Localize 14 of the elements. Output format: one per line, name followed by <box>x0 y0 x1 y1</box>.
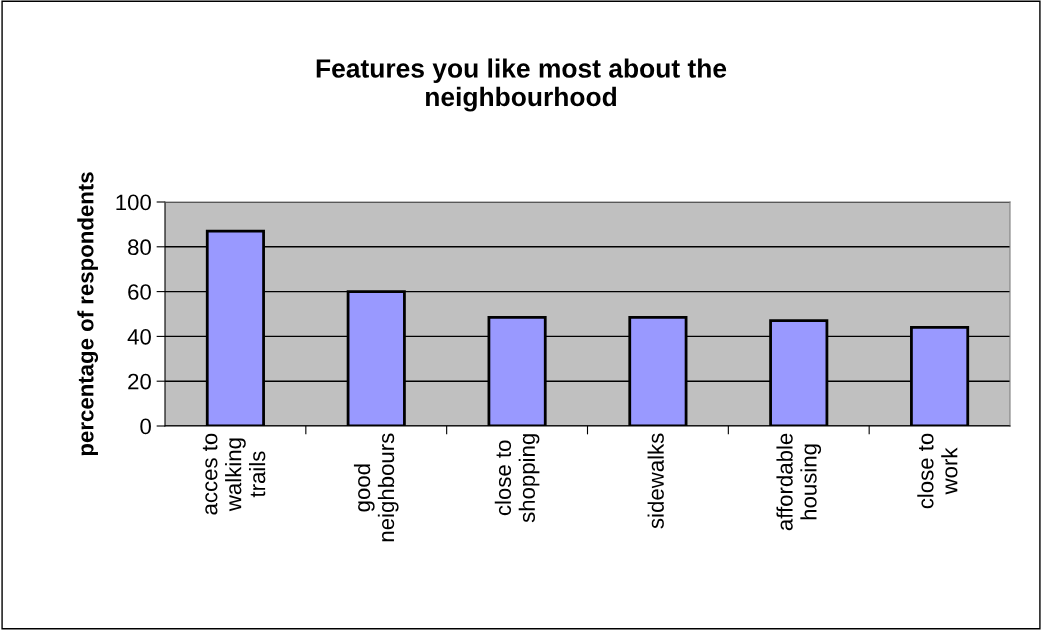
y-tick-label: 20 <box>128 373 151 390</box>
chart-title: Features you like most about the neighbourhood <box>316 58 727 112</box>
y-tick-label: 0 <box>140 418 151 435</box>
y-axis-title: percentage of respondents <box>77 172 99 456</box>
x-tick-label: acces to walking trails <box>202 433 266 515</box>
x-tick-label: affordable housing <box>776 433 822 531</box>
y-tick-label: 40 <box>127 328 151 345</box>
y-tick-label: 100 <box>116 194 151 211</box>
x-tick-label: close to work <box>917 433 958 509</box>
y-tick-label: 60 <box>128 284 151 300</box>
x-tick-label: good neighbours <box>353 433 399 542</box>
x-tick-label: sidewalks <box>647 433 664 529</box>
x-tick-label: close to shopping <box>494 434 540 523</box>
y-tick-label: 80 <box>128 239 151 256</box>
